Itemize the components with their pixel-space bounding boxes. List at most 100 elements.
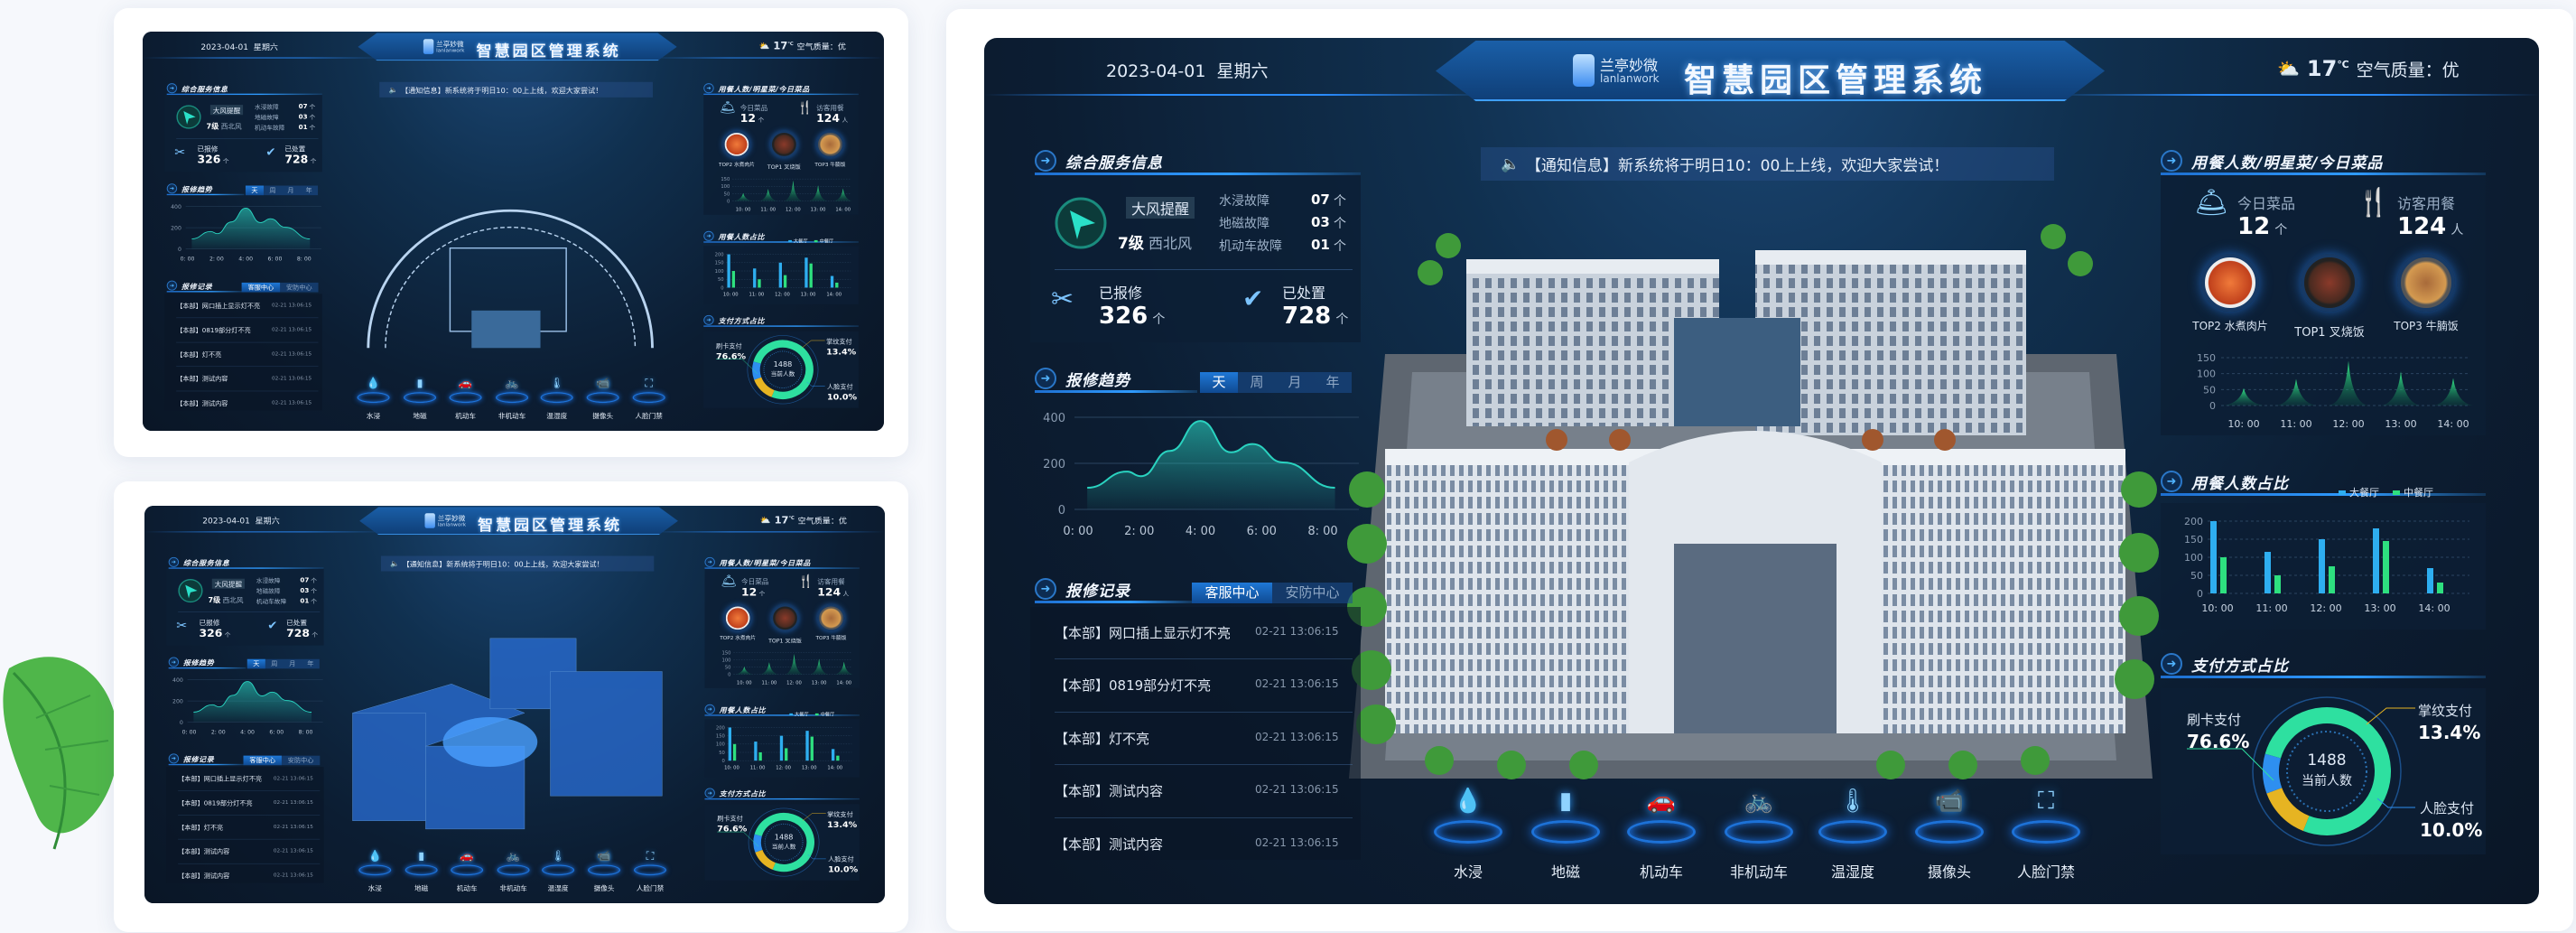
tab-security[interactable]: 安防中心 <box>287 756 314 764</box>
nav-camera[interactable]: 📹 摄像头 <box>581 378 625 421</box>
nav-bicycle[interactable]: 🚲 非机动车 <box>490 378 534 421</box>
nav-face-access[interactable]: ⛶ 人脸门禁 <box>628 850 672 893</box>
fault-value: 01 <box>300 596 310 605</box>
dish-image-top2[interactable] <box>723 604 752 632</box>
record-row[interactable]: 【本部】网口插上显示灯不亮 02-21 13:06:15 <box>176 302 318 311</box>
record-text: 【本部】0819部分灯不亮 <box>176 326 251 334</box>
nav-water[interactable]: 💧 水浸 <box>1423 788 1513 882</box>
bar <box>2319 539 2325 593</box>
date-display: 2023-04-01 星期六 <box>200 41 278 51</box>
record-row[interactable]: 【本部】测试内容 02-21 13:06:15 <box>176 374 318 383</box>
nav-geomagnetic[interactable]: ▮ 地磁 <box>400 850 443 893</box>
tab-day[interactable]: 天 <box>245 185 264 196</box>
nav-face-access[interactable]: ⛶ 人脸门禁 <box>628 378 671 421</box>
nav-temperature[interactable]: 🌡 温湿度 <box>535 378 579 421</box>
visitors-value: 124 <box>817 586 842 599</box>
weather-display: ⛅ 17℃ 空气质量：优 <box>759 40 846 51</box>
record-time: 02-21 13:06:15 <box>272 375 312 381</box>
dish-label: TOP3 牛腩饭 <box>814 161 846 168</box>
reported-unit: 个 <box>1152 313 1166 327</box>
tab-month[interactable]: 月 <box>1288 374 1302 390</box>
record-text: 【本部】灯不亮 <box>176 350 222 359</box>
record-row[interactable]: 【本部】测试内容 02-21 13:06:15 <box>1055 781 1353 800</box>
tab-week[interactable]: 周 <box>271 659 278 667</box>
nav-camera[interactable]: 📹 摄像头 <box>1904 788 1995 882</box>
dish-image-top3[interactable] <box>2397 254 2455 312</box>
tab-week[interactable]: 周 <box>1250 374 1264 390</box>
dish-label: TOP2 水煮肉片 <box>719 161 755 168</box>
record-row[interactable]: 【本部】灯不亮 02-21 13:06:15 <box>176 350 318 359</box>
alert-title: 大风提醒 <box>209 105 244 116</box>
fault-unit: 个 <box>309 114 316 121</box>
thumbnail-arena-view[interactable]: 兰亭妙微 lanlanwork 智慧园区管理系统 2023-04-01 星期六 … <box>143 32 884 431</box>
nav-geomagnetic[interactable]: ▮ 地磁 <box>398 378 442 421</box>
record-row[interactable]: 【本部】0819部分灯不亮 02-21 13:06:15 <box>1055 676 1353 695</box>
notice-bar[interactable]: 🔈 【通知信息】新系统将于明日10：00上上线，欢迎大家尝试！ <box>1481 147 2054 181</box>
partly-cloudy-icon: ⛅ <box>758 41 770 51</box>
record-row[interactable]: 【本部】灯不亮 02-21 13:06:15 <box>1055 729 1353 748</box>
arena-wireframe-model[interactable] <box>308 115 708 381</box>
tab-week[interactable]: 周 <box>269 186 276 194</box>
fault-label: 水浸故障 <box>1219 194 1269 209</box>
nav-car[interactable]: 🚗 机动车 <box>444 378 488 421</box>
visitors-unit: 人 <box>842 591 850 598</box>
nav-camera[interactable]: 📹 摄像头 <box>582 850 626 893</box>
arrow-icon: ➜ <box>704 704 715 714</box>
dish-image-top1[interactable] <box>770 131 798 158</box>
y-tick-label: 200 <box>2184 516 2203 527</box>
notice-bar[interactable]: 🔈 【通知信息】新系统将于明日10：00上上线，欢迎大家尝试！ <box>379 81 653 98</box>
fault-item: 地磁故障 03 个 <box>1219 214 1346 237</box>
dish-image-top3[interactable] <box>817 604 845 632</box>
tab-year[interactable]: 年 <box>307 659 314 667</box>
tab-customer-service[interactable]: 客服中心 <box>243 755 282 766</box>
tab-day[interactable]: 天 <box>1200 372 1238 393</box>
nav-temperature[interactable]: 🌡 温湿度 <box>536 850 580 893</box>
nav-car[interactable]: 🚗 机动车 <box>1616 788 1706 882</box>
tab-month[interactable]: 月 <box>287 186 294 194</box>
tab-customer-service[interactable]: 客服中心 <box>1192 583 1272 603</box>
record-row[interactable]: 【本部】测试内容 02-21 13:06:15 <box>1055 835 1353 854</box>
record-row[interactable]: 【本部】0819部分灯不亮 02-21 13:06:15 <box>178 798 320 807</box>
spike-mark <box>734 666 754 675</box>
record-row[interactable]: 【本部】0819部分灯不亮 02-21 13:06:15 <box>176 325 318 334</box>
tab-customer-service[interactable]: 客服中心 <box>241 282 281 293</box>
dish-image-top1[interactable] <box>2301 254 2358 312</box>
record-row[interactable]: 【本部】网口插上显示灯不亮 02-21 13:06:15 <box>1055 623 1353 642</box>
tab-day[interactable]: 天 <box>246 658 265 669</box>
nav-car[interactable]: 🚗 机动车 <box>445 850 488 893</box>
date-display: 2023-04-01 星期六 <box>202 515 279 526</box>
tab-year[interactable]: 年 <box>1325 374 1340 390</box>
dish-image-top1[interactable] <box>771 604 799 632</box>
nav-face-access[interactable]: ⛶ 人脸门禁 <box>2001 788 2091 882</box>
date: 2023-04-01 <box>1106 61 1206 81</box>
visitors-label: 访客用餐 <box>817 577 845 586</box>
record-row[interactable]: 【本部】网口插上显示灯不亮 02-21 13:06:15 <box>178 774 320 783</box>
record-time: 02-21 13:06:15 <box>273 775 313 781</box>
tab-year[interactable]: 年 <box>305 186 312 194</box>
x-tick-label: 14: 00 <box>826 293 842 298</box>
record-text: 【本部】网口插上显示灯不亮 <box>176 302 261 310</box>
record-row[interactable]: 【本部】测试内容 02-21 13:06:15 <box>178 847 320 856</box>
tab-security[interactable]: 安防中心 <box>1285 584 1340 601</box>
tab-month[interactable]: 月 <box>289 659 296 667</box>
dish-image-top3[interactable] <box>816 131 844 158</box>
record-time: 02-21 13:06:15 <box>1255 625 1339 638</box>
thumbnail-hologram-view[interactable]: 兰亭妙微 lanlanwork 智慧园区管理系统 2023-04-01 星期六 … <box>144 506 885 903</box>
record-row[interactable]: 【本部】测试内容 02-21 13:06:15 <box>176 399 318 408</box>
hologram-buildings-model[interactable] <box>310 589 710 854</box>
nav-temperature[interactable]: 🌡 温湿度 <box>1808 788 1898 882</box>
record-row[interactable]: 【本部】测试内容 02-21 13:06:15 <box>178 872 320 881</box>
nav-bicycle[interactable]: 🚲 非机动车 <box>492 850 535 893</box>
dish-image-top2[interactable] <box>722 131 751 158</box>
x-tick-label: 11: 00 <box>2255 602 2287 614</box>
nav-water[interactable]: 💧 水浸 <box>352 378 395 421</box>
park-3d-model[interactable] <box>1331 219 2171 797</box>
dish-image-top2[interactable] <box>2201 254 2259 312</box>
bar <box>2274 575 2281 593</box>
nav-bicycle[interactable]: 🚲 非机动车 <box>1714 788 1804 882</box>
record-row[interactable]: 【本部】灯不亮 02-21 13:06:15 <box>178 823 320 832</box>
notice-bar[interactable]: 🔈 【通知信息】新系统将于明日10：00上上线，欢迎大家尝试！ <box>380 555 655 572</box>
nav-water[interactable]: 💧 水浸 <box>353 850 396 893</box>
tab-security[interactable]: 安防中心 <box>285 283 312 292</box>
nav-geomagnetic[interactable]: ▮ 地磁 <box>1520 788 1611 882</box>
